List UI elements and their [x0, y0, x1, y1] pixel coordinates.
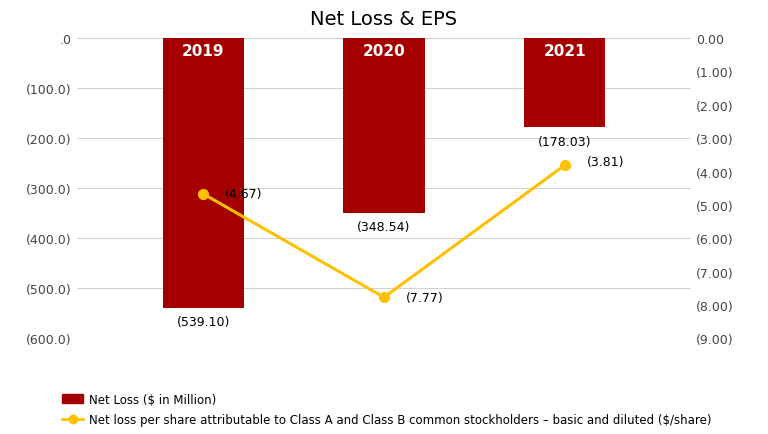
Title: Net Loss & EPS: Net Loss & EPS — [310, 10, 458, 29]
Text: (3.81): (3.81) — [587, 156, 624, 169]
Text: (348.54): (348.54) — [357, 220, 411, 233]
Text: 2020: 2020 — [362, 44, 406, 59]
Bar — [343, 39, 425, 213]
Bar — [524, 39, 605, 128]
Text: 2021: 2021 — [544, 44, 586, 59]
Text: 2019: 2019 — [182, 44, 224, 59]
Text: (539.10): (539.10) — [177, 316, 230, 329]
Legend: Net Loss ($ in Million), Net loss per share attributable to Class A and Class B : Net Loss ($ in Million), Net loss per sh… — [60, 391, 714, 428]
Bar — [163, 39, 244, 308]
Text: (178.03): (178.03) — [538, 135, 591, 148]
Text: (4.67): (4.67) — [225, 188, 263, 201]
Text: (7.77): (7.77) — [406, 291, 443, 304]
